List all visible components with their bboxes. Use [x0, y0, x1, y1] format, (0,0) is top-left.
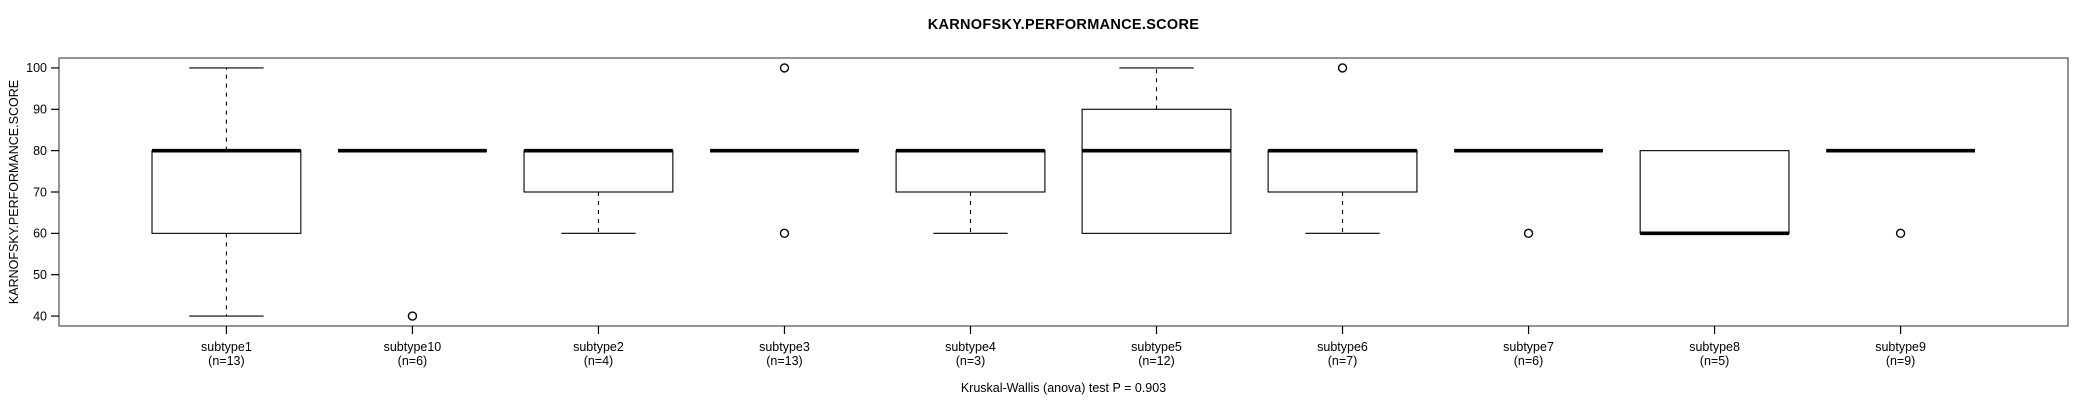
x-axis-tick-sublabel: (n=13)	[766, 354, 802, 368]
outlier-point	[1337, 63, 1348, 73]
box-group-subtype3: subtype3(n=13)	[710, 63, 859, 368]
outlier-point	[1523, 228, 1534, 239]
x-axis-tick-label: subtype9	[1875, 340, 1926, 354]
x-axis-tick-label: subtype6	[1317, 340, 1368, 354]
x-axis-tick-sublabel: (n=4)	[584, 354, 614, 368]
chart-title: KARNOFSKY.PERFORMANCE.SCORE	[927, 17, 1200, 33]
x-axis-tick-sublabel: (n=6)	[1514, 354, 1544, 368]
y-axis-tick-label: 90	[33, 103, 47, 117]
y-axis-tick-label: 80	[33, 144, 47, 158]
box-group-subtype5: subtype5(n=12)	[1081, 67, 1232, 368]
x-axis-tick-label: subtype4	[945, 340, 996, 354]
iqr-box	[1267, 150, 1418, 193]
y-axis-tick-label: 60	[33, 227, 47, 241]
outlier-point	[407, 311, 418, 321]
x-axis-tick-sublabel: (n=13)	[208, 354, 244, 368]
x-axis-tick-sublabel: (n=5)	[1700, 354, 1730, 368]
x-axis-tick-sublabel: (n=6)	[398, 354, 428, 368]
y-axis-tick-label: 40	[33, 309, 47, 323]
kruskal-wallis-caption: Kruskal-Wallis (anova) test P = 0.903	[960, 381, 1167, 395]
box-group-subtype2: subtype2(n=4)	[523, 148, 674, 368]
x-axis-tick-label: subtype2	[573, 340, 624, 354]
x-axis-tick-label: subtype7	[1503, 340, 1554, 354]
box-group-subtype10: subtype10(n=6)	[338, 148, 487, 368]
iqr-box	[1081, 108, 1232, 234]
x-axis-tick-sublabel: (n=12)	[1138, 354, 1174, 368]
x-axis-tick-sublabel: (n=7)	[1328, 354, 1358, 368]
outlier-point	[779, 228, 790, 239]
box-group-subtype9: subtype9(n=9)	[1826, 148, 1975, 368]
box-group-subtype8: subtype8(n=5)	[1639, 150, 1790, 368]
y-axis-tick-label: 70	[33, 185, 47, 199]
y-axis-tick-label: 100	[26, 61, 47, 75]
x-axis-tick-sublabel: (n=3)	[956, 354, 986, 368]
outlier-point	[779, 63, 790, 73]
iqr-box	[523, 150, 674, 193]
y-axis-tick-label: 50	[33, 268, 47, 282]
box-group-subtype7: subtype7(n=6)	[1454, 148, 1603, 368]
iqr-box	[151, 150, 302, 234]
x-axis-tick-label: subtype3	[759, 340, 810, 354]
x-axis-tick-sublabel: (n=9)	[1886, 354, 1916, 368]
x-axis-tick-label: subtype5	[1131, 340, 1182, 354]
x-axis-tick-label: subtype8	[1689, 340, 1740, 354]
box-group-subtype6: subtype6(n=7)	[1267, 63, 1418, 368]
iqr-box	[1639, 150, 1790, 234]
box-group-subtype1: subtype1(n=13)	[151, 67, 302, 368]
x-axis-tick-label: subtype10	[384, 340, 442, 354]
box-group-subtype4: subtype4(n=3)	[895, 148, 1046, 368]
iqr-box	[895, 150, 1046, 193]
outlier-point	[1895, 228, 1906, 239]
x-axis-tick-label: subtype1	[201, 340, 252, 354]
